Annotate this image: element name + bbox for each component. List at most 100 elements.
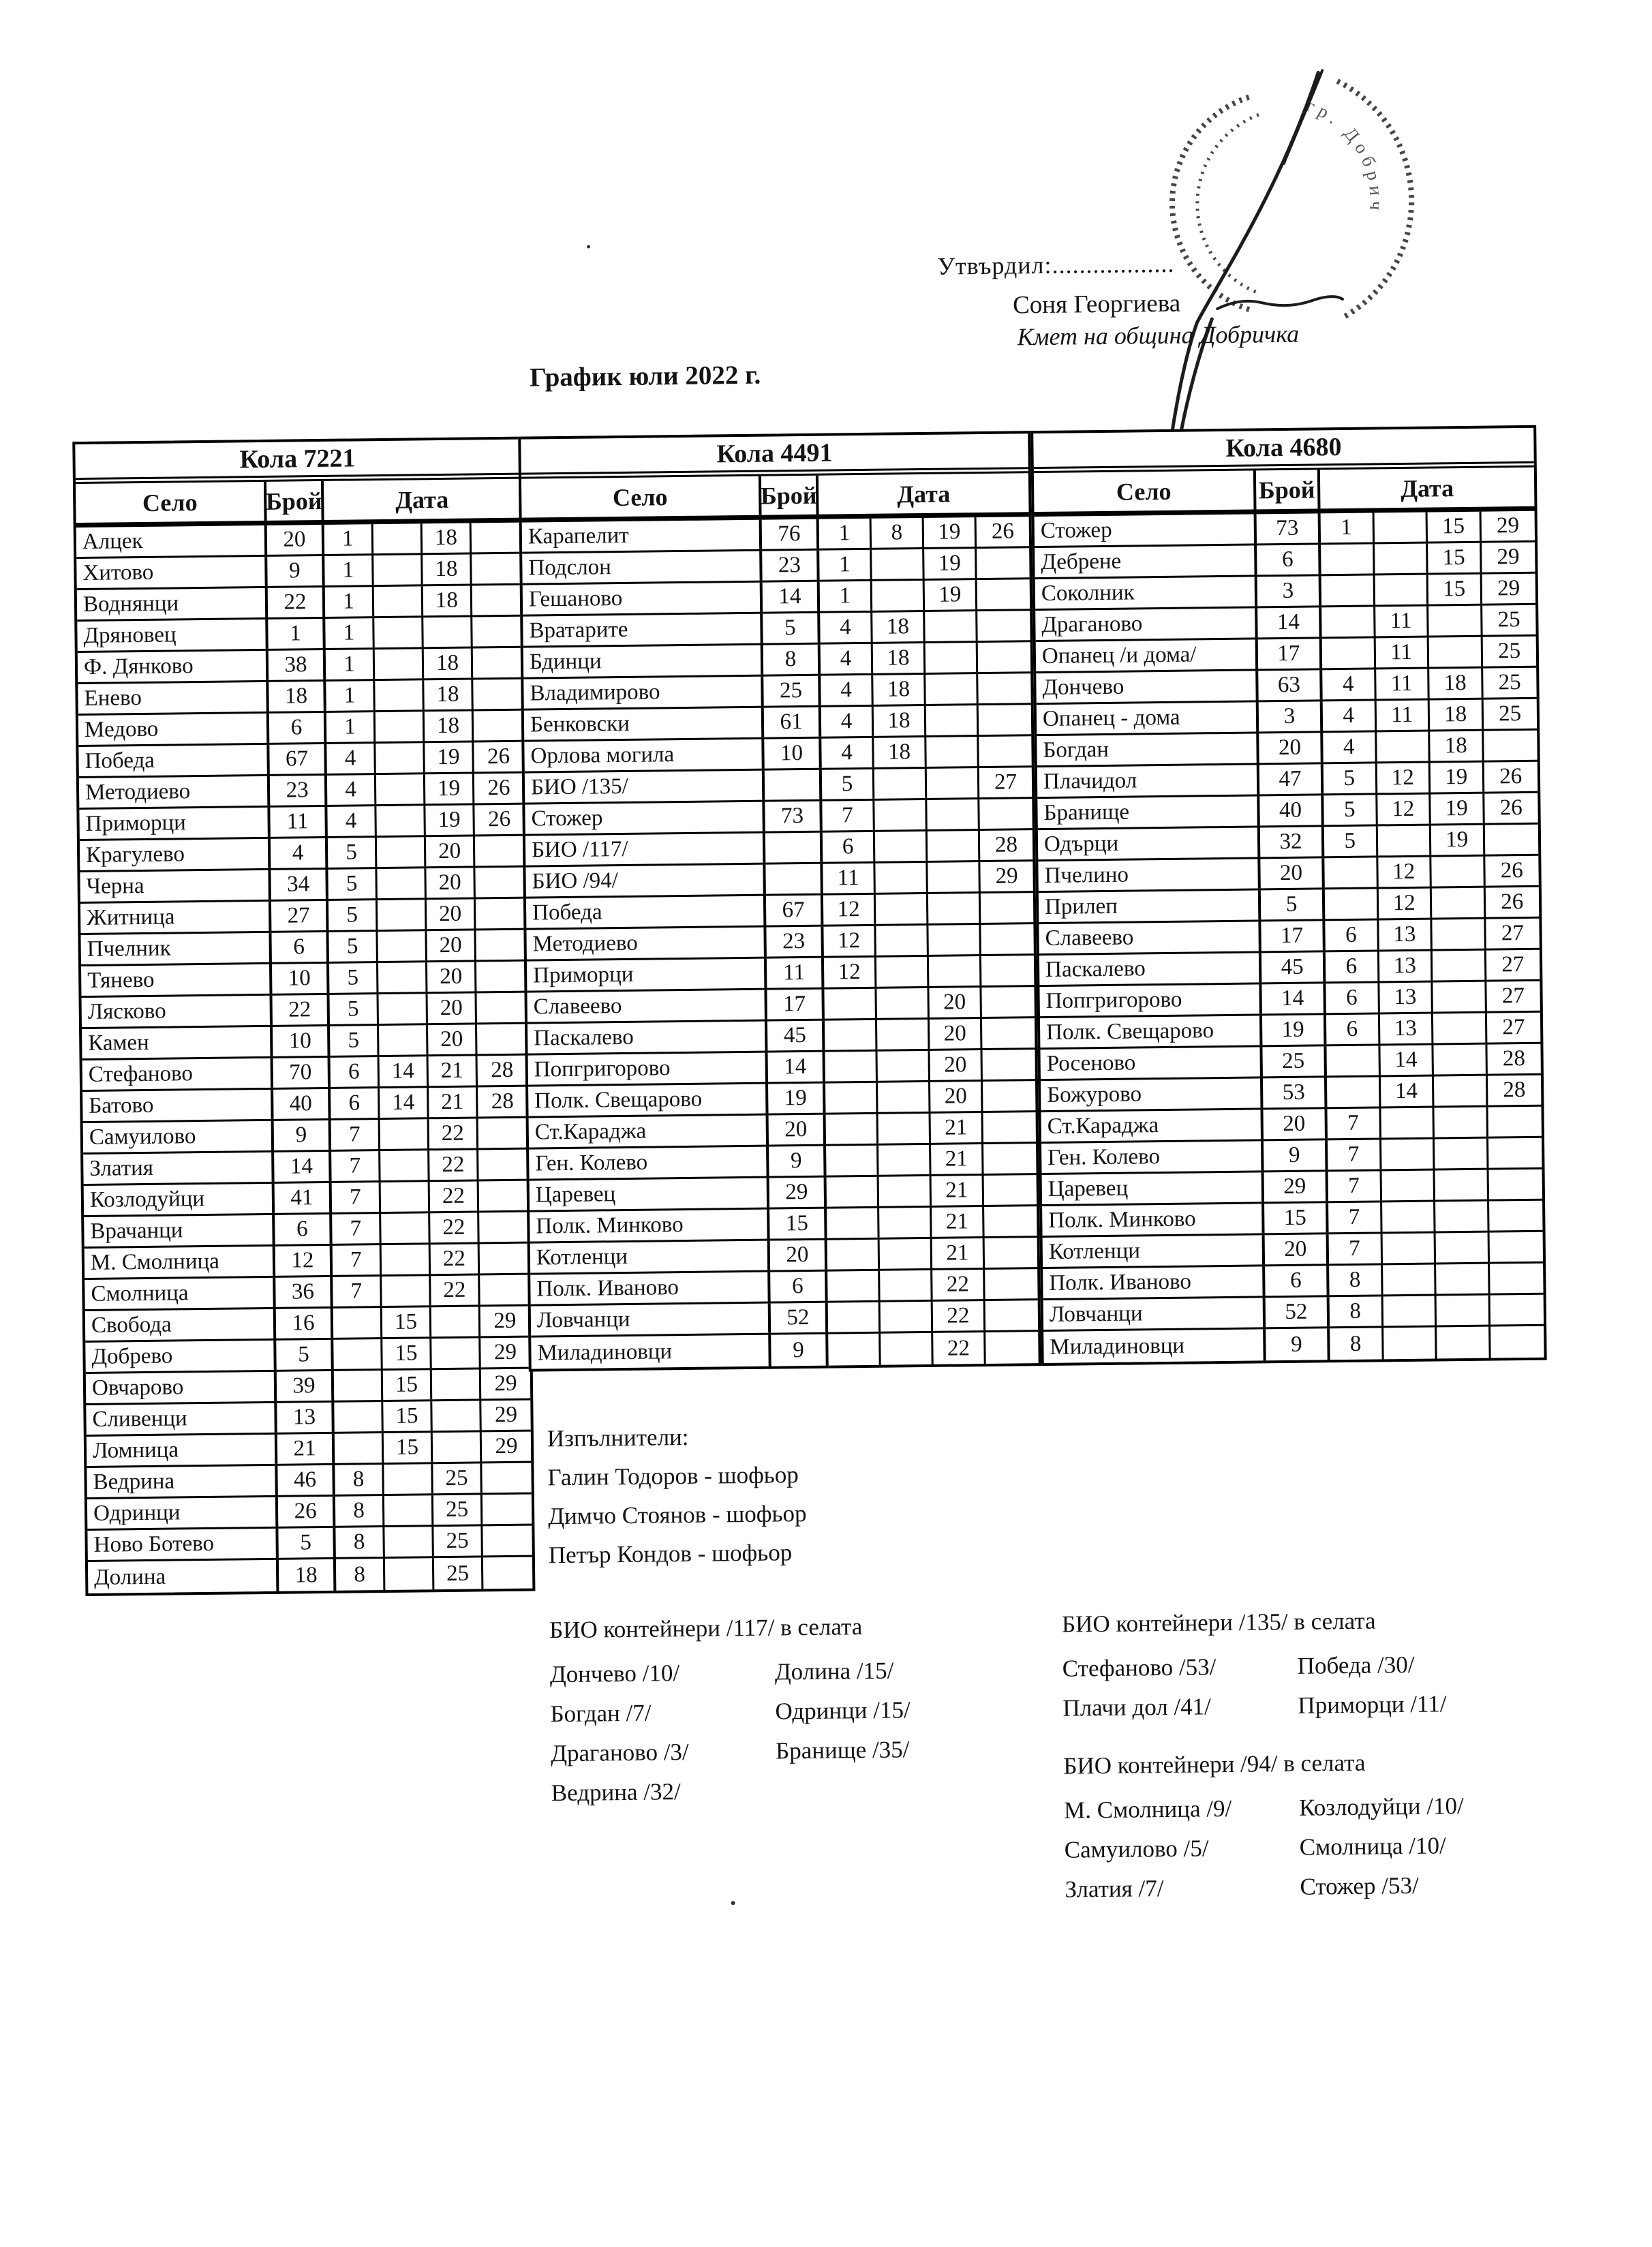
date-cell [1324, 857, 1379, 888]
date-cell [927, 799, 980, 829]
date-cell [1435, 1201, 1490, 1232]
count-cell: 20 [266, 524, 325, 555]
bio-section-94: БИО контейнери /94/ в селата М. Смолница… [1063, 1748, 1465, 1910]
village-cell: Орлова могила [524, 739, 765, 771]
village-cell: БИО /135/ [524, 770, 765, 803]
date-cell: 13 [1378, 919, 1433, 950]
date-cell [334, 1433, 384, 1463]
date-cell: 18 [422, 523, 472, 553]
vehicle-table-7221: Кола 7221 Село Брой Дата Алцек 20 1 18 Хитов… [72, 436, 536, 1597]
date-cell [1435, 1232, 1490, 1263]
date-cell: 5 [327, 838, 378, 868]
date-cell: 12 [1377, 857, 1432, 887]
count-cell: 10 [271, 963, 330, 994]
date-cell [1434, 1107, 1488, 1137]
date-cell [828, 1333, 881, 1366]
date-cell [1381, 1139, 1435, 1170]
date-cell [377, 900, 427, 930]
count-cell: 9 [273, 1120, 332, 1150]
count-cell [765, 863, 823, 894]
bio-grid: Дончево /10/Долина /15/Богдан /7/Одринци… [550, 1651, 912, 1813]
date-cell [985, 1269, 1037, 1299]
table-row: Опанец /и дома/17 11 25 [1035, 636, 1537, 674]
date-cell [376, 774, 426, 805]
date-cell: 29 [493, 1308, 517, 1334]
village-cell: Царевец [1041, 1172, 1265, 1205]
date-cell [881, 1332, 934, 1365]
village-cell: Полк. Минково [530, 1209, 770, 1242]
table-row: Черна 34 5 20 [80, 867, 525, 904]
date-cell: 12 [823, 957, 877, 988]
count-cell: 36 [275, 1277, 333, 1307]
date-cell [874, 768, 928, 799]
bio-heading: БИО контейнери /94/ в селата [1063, 1749, 1366, 1779]
table-row: Драганово 14 11 25 [1035, 605, 1536, 643]
village-cell: Дряновец [77, 619, 269, 652]
date-cell: 19 [924, 549, 977, 579]
count-cell: 6 [1257, 545, 1321, 575]
date-cell: 4 [820, 612, 873, 643]
table-row: Опанец - дома 3 4 11 18 25 [1036, 699, 1538, 737]
date-cell: 5 [1324, 795, 1378, 825]
date-cell [824, 1020, 878, 1050]
date-cell [928, 925, 981, 955]
date-cell [876, 1019, 930, 1050]
date-cell: 15 [383, 1433, 433, 1463]
table-row: Бранище 40 5 12 19 26 [1037, 793, 1538, 831]
date-cell: 5 [330, 1026, 380, 1056]
date-cell: 28 [1503, 1077, 1526, 1103]
bio-entry: Богдан /7/ [550, 1699, 652, 1728]
date-cell: 20 [929, 988, 982, 1018]
date-cell [376, 806, 426, 836]
table-row: Царевец 29 7 [1041, 1169, 1543, 1207]
date-cell [1380, 1107, 1435, 1138]
date-cell: 20 [930, 1050, 983, 1080]
date-cell: 15 [382, 1339, 432, 1369]
table-row: Миладиновци 9 8 [1043, 1326, 1544, 1364]
table-row: Плачидол 47 5 12 19 26 [1037, 761, 1538, 799]
date-cell: 26 [1499, 764, 1523, 789]
village-cell: Драганово [1035, 608, 1258, 641]
date-cell [878, 1176, 932, 1206]
table-row: Ново Ботево 5 8 25 [87, 1525, 532, 1562]
date-cell [375, 712, 425, 742]
date-cell: 1 [324, 524, 374, 554]
date-cell: 22 [431, 1275, 480, 1306]
date-cell: 29 [493, 1339, 517, 1365]
date-cell [876, 956, 930, 987]
count-cell: 16 [275, 1308, 334, 1339]
village-cell: Плачидол [1037, 765, 1260, 797]
date-cell [381, 1244, 431, 1275]
date-cell [476, 899, 525, 929]
village-cell: Котленци [1042, 1235, 1266, 1268]
count-cell: 19 [768, 1083, 826, 1114]
table-row: Одърци 32 5 19 [1037, 824, 1539, 862]
date-cell [874, 799, 928, 830]
village-cell: Долина [87, 1559, 279, 1593]
count-cell: 1 [268, 618, 326, 649]
village-cell: Паскалево [527, 1021, 768, 1054]
village-cell: Полк. Свещарово [528, 1084, 769, 1116]
village-cell: Бранище [1037, 796, 1260, 829]
date-cell [380, 1119, 430, 1150]
date-cell [985, 1238, 1037, 1268]
count-cell: 9 [769, 1146, 827, 1176]
count-cell: 8 [763, 644, 821, 675]
date-cell [875, 862, 928, 893]
village-cell: Котленци [530, 1240, 771, 1273]
date-cell [977, 611, 1030, 641]
date-cell: 13 [1379, 1013, 1434, 1044]
count-cell: 67 [765, 895, 824, 926]
date-cell [1432, 919, 1486, 949]
village-cell: Опанец /и дома/ [1035, 639, 1259, 672]
date-cell [333, 1371, 384, 1401]
date-cell: 8 [1329, 1296, 1383, 1327]
count-cell: 18 [278, 1559, 337, 1591]
date-cell [981, 924, 1033, 954]
date-cell [878, 1144, 932, 1175]
village-cell: Царевец [529, 1178, 770, 1210]
count-cell: 11 [270, 806, 328, 837]
date-cell [979, 799, 1032, 829]
village-cell: Опанец - дома [1036, 702, 1259, 735]
date-cell [476, 993, 525, 1023]
